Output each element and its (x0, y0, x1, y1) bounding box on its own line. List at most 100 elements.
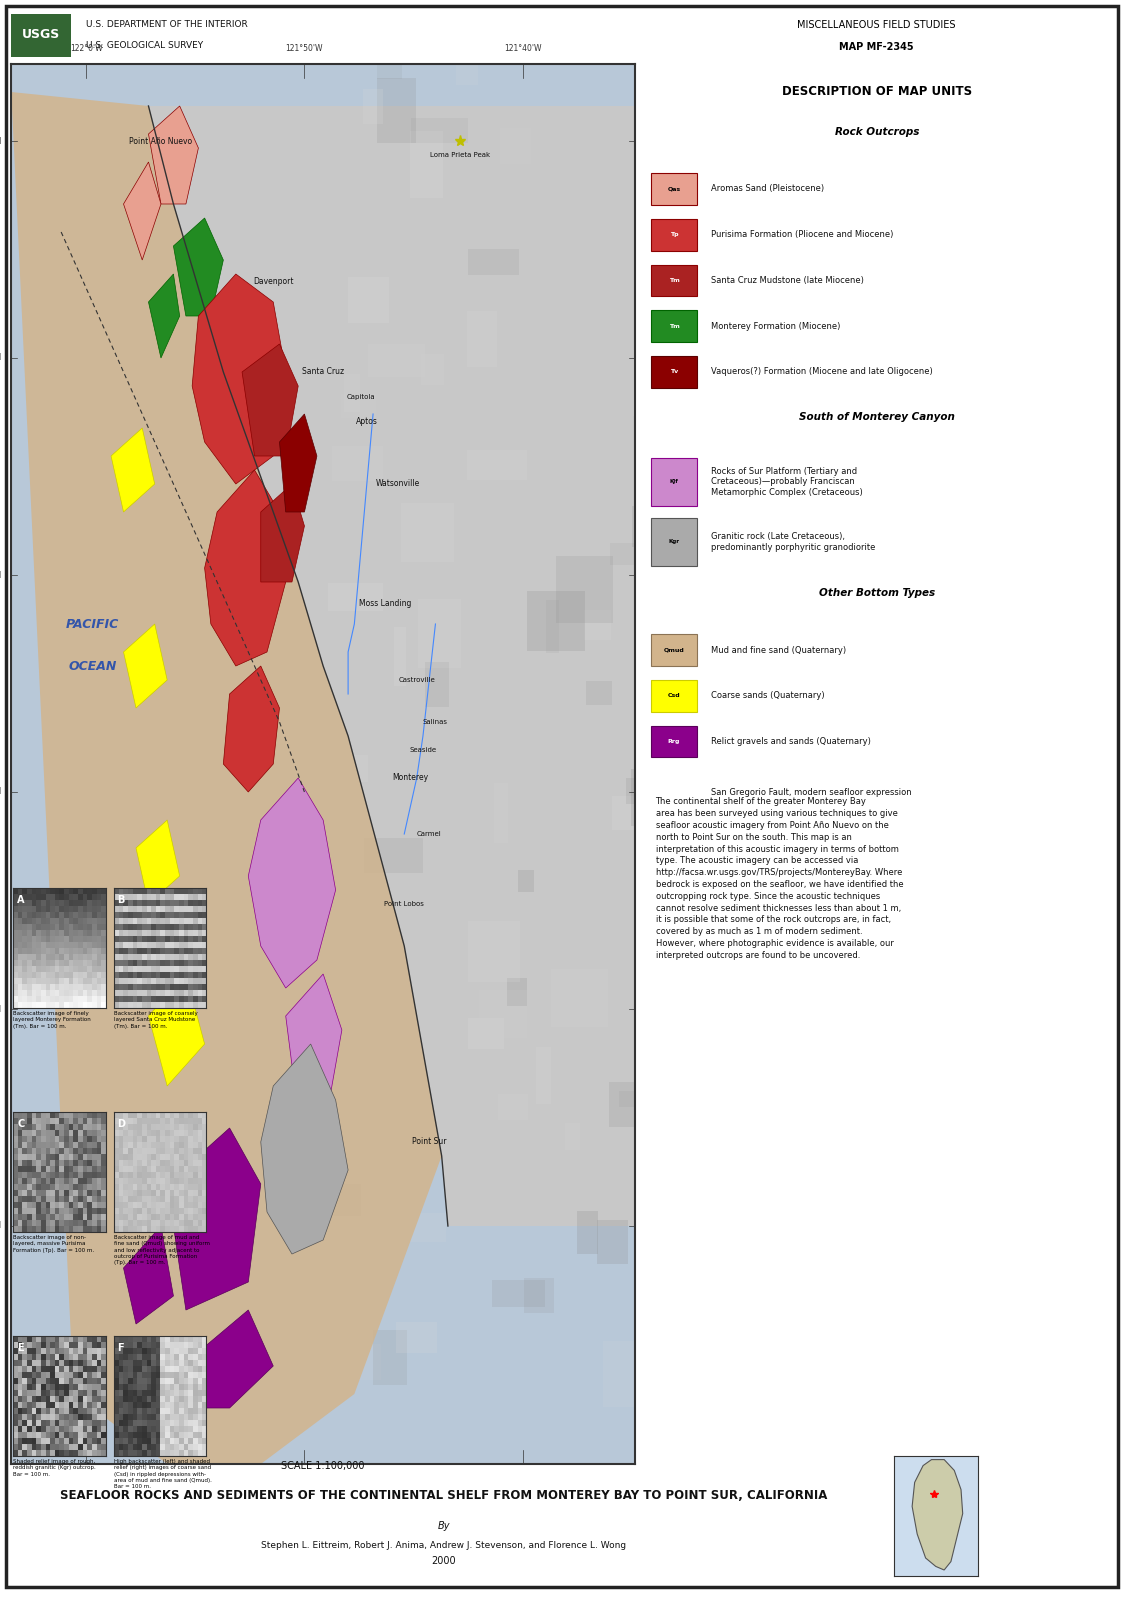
Bar (468, 450, 527, 480)
Polygon shape (124, 162, 161, 259)
Text: Aromas Sand (Pleistocene): Aromas Sand (Pleistocene) (710, 184, 824, 194)
Text: 121°50'W: 121°50'W (285, 43, 324, 53)
Text: Tp: Tp (670, 232, 678, 237)
Bar (378, 78, 416, 144)
FancyBboxPatch shape (651, 310, 697, 342)
Text: Tv: Tv (670, 370, 678, 374)
Bar (425, 662, 450, 707)
Bar (456, 54, 478, 85)
Bar (577, 1211, 598, 1254)
Bar (634, 350, 647, 416)
Text: F: F (117, 1344, 124, 1354)
Text: Vaqueros(?) Formation (Miocene and late Oligocene): Vaqueros(?) Formation (Miocene and late … (710, 368, 933, 376)
Bar (479, 990, 527, 1038)
Polygon shape (285, 974, 342, 1114)
Bar (587, 682, 611, 704)
Bar (418, 598, 461, 667)
Text: C: C (17, 1120, 25, 1130)
Text: By: By (437, 1522, 451, 1531)
Bar (518, 870, 534, 893)
Text: 37°0'N: 37°0'N (0, 136, 2, 146)
Polygon shape (111, 427, 155, 512)
Bar (546, 600, 559, 653)
Text: Rocks of Sur Platform (Tertiary and
Cretaceous)—probably Franciscan
Metamorphic : Rocks of Sur Platform (Tertiary and Cret… (710, 467, 862, 498)
Text: Monterey: Monterey (392, 773, 428, 782)
Polygon shape (124, 624, 167, 707)
Bar (500, 128, 532, 163)
FancyBboxPatch shape (651, 680, 697, 712)
Polygon shape (173, 218, 224, 317)
Text: Qas: Qas (668, 187, 680, 192)
Bar (373, 1330, 407, 1386)
Text: Backscatter image of non-
layered, massive Purisima
Formation (Tp). Bar = 100 m.: Backscatter image of non- layered, massi… (13, 1235, 94, 1253)
Bar (618, 1091, 667, 1107)
Text: Capitola: Capitola (346, 394, 375, 400)
Bar (468, 1019, 505, 1050)
FancyBboxPatch shape (11, 14, 71, 56)
Text: MISCELLANEOUS FIELD STUDIES: MISCELLANEOUS FIELD STUDIES (797, 19, 957, 30)
Bar (468, 250, 519, 275)
Polygon shape (912, 1459, 962, 1570)
Bar (602, 1341, 647, 1406)
Bar (334, 1184, 361, 1216)
Text: Backscatter image of coarsely
layered Santa Cruz Mudstone
(Tm). Bar = 100 m.: Backscatter image of coarsely layered Sa… (114, 1011, 198, 1029)
Text: SCALE 1:100,000: SCALE 1:100,000 (281, 1461, 365, 1470)
Text: Castroville: Castroville (398, 677, 435, 683)
Bar (397, 1322, 437, 1352)
Bar (507, 978, 526, 1006)
Text: D: D (117, 1120, 125, 1130)
FancyBboxPatch shape (651, 264, 697, 296)
Bar (402, 1114, 416, 1131)
Text: Monterey Formation (Miocene): Monterey Formation (Miocene) (710, 322, 841, 331)
Bar (632, 770, 671, 827)
Bar (327, 1344, 381, 1381)
Text: Moss Landing: Moss Landing (360, 598, 411, 608)
Bar (598, 1219, 627, 1264)
Text: Tm: Tm (669, 323, 679, 328)
Bar (409, 131, 443, 198)
Bar (466, 312, 497, 366)
Text: Granitic rock (Late Cretaceous),
predominantly porphyritic granodiorite: Granitic rock (Late Cretaceous), predomi… (710, 533, 876, 552)
Bar (551, 970, 608, 1027)
FancyBboxPatch shape (651, 726, 697, 757)
Text: Other Bottom Types: Other Bottom Types (818, 589, 935, 598)
Bar (363, 838, 423, 874)
Polygon shape (136, 819, 180, 904)
Polygon shape (124, 1226, 173, 1325)
Bar (584, 610, 611, 640)
Text: DESCRIPTION OF MAP UNITS: DESCRIPTION OF MAP UNITS (781, 85, 972, 98)
Text: 122°0'W: 122°0'W (70, 43, 102, 53)
Text: Kgr: Kgr (669, 539, 679, 544)
Text: Mud and fine sand (Quaternary): Mud and fine sand (Quaternary) (710, 645, 846, 654)
Bar (372, 1112, 400, 1136)
Polygon shape (148, 274, 180, 358)
Text: MAP MF-2345: MAP MF-2345 (840, 42, 914, 53)
Text: Santa Cruz Mudstone (late Miocene): Santa Cruz Mudstone (late Miocene) (710, 275, 863, 285)
Bar (635, 947, 649, 968)
Bar (632, 506, 678, 547)
Text: Coarse sands (Quaternary): Coarse sands (Quaternary) (710, 691, 824, 701)
Text: Purisima Formation (Pliocene and Miocene): Purisima Formation (Pliocene and Miocene… (710, 230, 894, 240)
Bar (420, 354, 444, 384)
Text: Backscatter image of mud and
fine sand (Qmud) showing uniform
and low reflectivi: Backscatter image of mud and fine sand (… (114, 1235, 209, 1266)
FancyBboxPatch shape (651, 357, 697, 387)
Polygon shape (205, 470, 285, 666)
Polygon shape (167, 1128, 261, 1310)
Bar (498, 1094, 528, 1120)
Bar (613, 797, 644, 830)
Bar (493, 784, 508, 843)
Bar (536, 1046, 551, 1104)
Text: KJf: KJf (670, 480, 678, 485)
Text: U.S. DEPARTMENT OF THE INTERIOR: U.S. DEPARTMENT OF THE INTERIOR (87, 21, 248, 29)
Text: USGS: USGS (22, 27, 61, 40)
FancyBboxPatch shape (651, 173, 697, 205)
Bar (626, 778, 674, 803)
Polygon shape (148, 106, 199, 203)
Text: Point Año Nuevo: Point Año Nuevo (129, 136, 192, 146)
Bar (524, 1278, 554, 1314)
Bar (527, 590, 586, 651)
Bar (377, 14, 401, 78)
Bar (328, 582, 383, 611)
Polygon shape (242, 344, 298, 456)
Text: Stephen L. Eittreim, Robert J. Anima, Andrew J. Stevenson, and Florence L. Wong: Stephen L. Eittreim, Robert J. Anima, An… (262, 1541, 626, 1550)
